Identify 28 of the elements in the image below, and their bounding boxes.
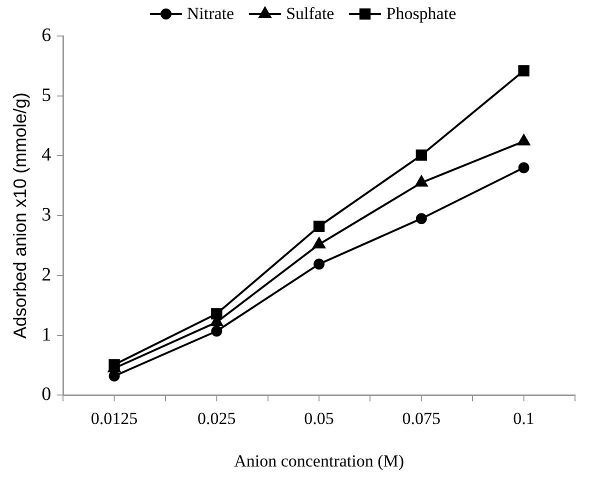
legend-label: Sulfate — [286, 4, 334, 24]
x-tick-label: 0.05 — [304, 408, 334, 428]
legend-label: Phosphate — [386, 4, 456, 24]
x-axis-title: Anion concentration (M) — [234, 451, 404, 470]
x-tick-label: 0.025 — [198, 408, 236, 428]
point — [415, 176, 428, 187]
x-tick-label: 0.075 — [402, 408, 441, 428]
y-tick-label: 0 — [42, 384, 52, 406]
x-tick-label: 0.1 — [513, 408, 534, 428]
point — [416, 213, 427, 224]
point — [416, 150, 428, 161]
y-tick-label: 6 — [42, 24, 52, 46]
point — [108, 370, 120, 382]
y-tick-label: 5 — [42, 84, 52, 106]
y-tick-label: 4 — [42, 144, 52, 166]
point — [518, 134, 530, 146]
x-tick-label: 0.0125 — [90, 408, 138, 428]
point — [518, 162, 530, 174]
point — [312, 237, 326, 248]
y-axis-title: Adsorbed anion x10 (mmole/g) — [10, 92, 30, 339]
point — [314, 258, 325, 270]
y-tick-label: 2 — [42, 264, 52, 286]
y-tick-label: 3 — [42, 204, 52, 226]
legend-label: Nitrate — [186, 4, 234, 24]
point — [211, 326, 222, 337]
point — [313, 220, 325, 232]
point — [518, 65, 530, 76]
y-tick-label: 1 — [42, 324, 52, 346]
